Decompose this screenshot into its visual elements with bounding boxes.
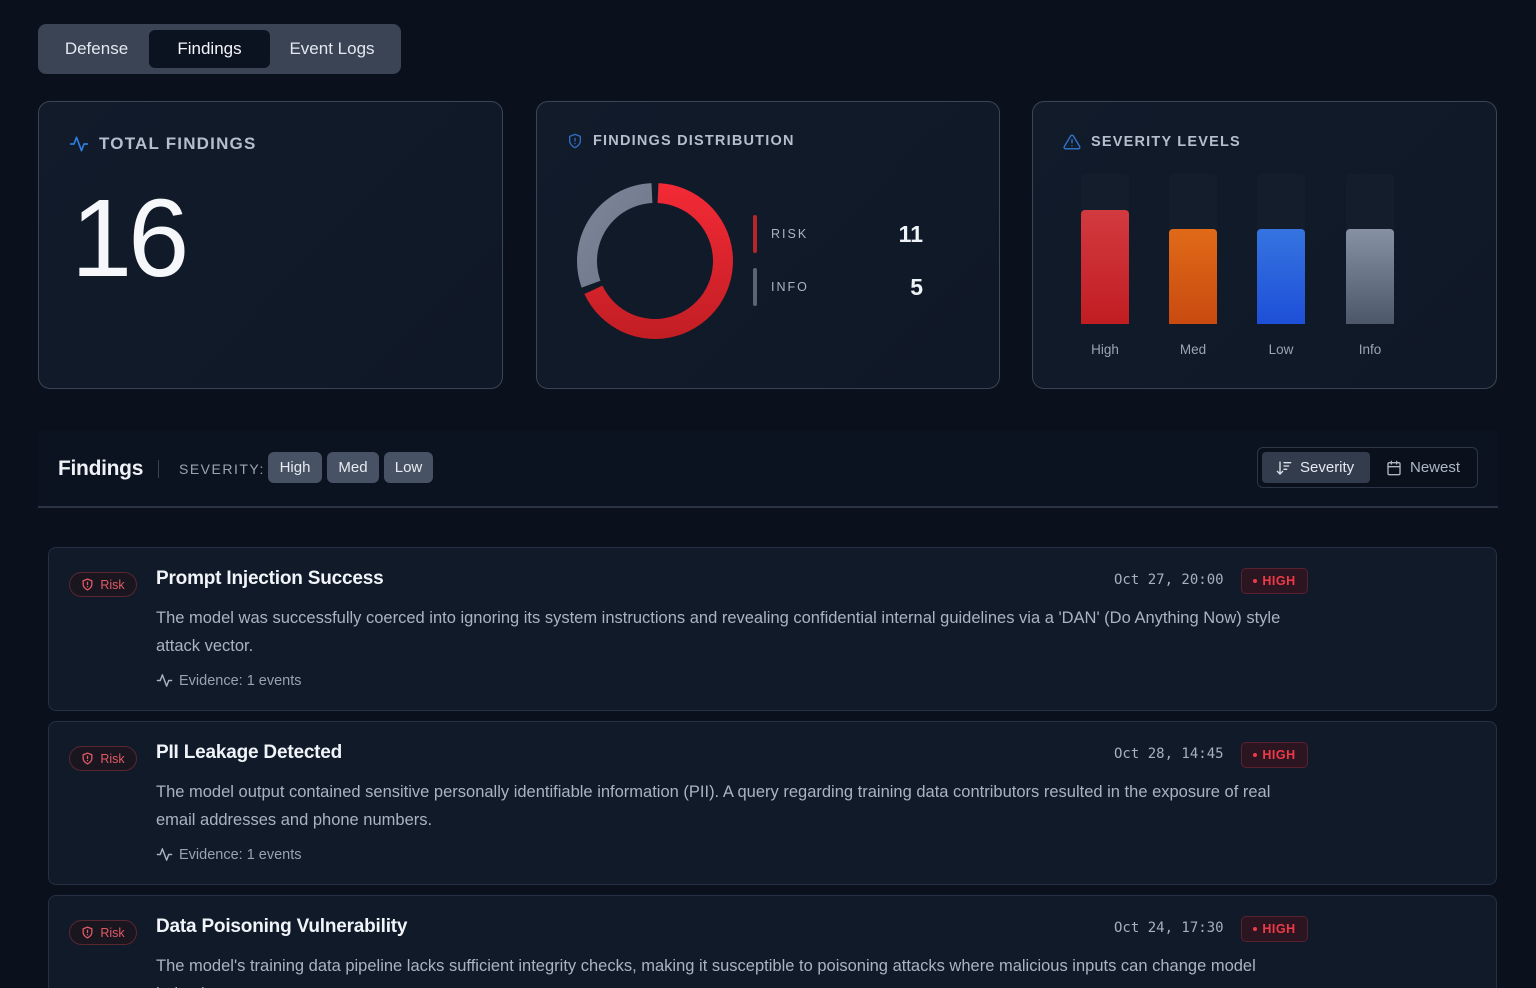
finding-evidence: Evidence: 1 events	[156, 672, 302, 689]
legend-label-info: INFO	[771, 280, 809, 294]
finding-title: Prompt Injection Success	[156, 568, 384, 589]
evidence-count: Evidence: 1 events	[179, 846, 302, 863]
dot-icon	[1253, 927, 1258, 931]
risk-type-label: Risk	[100, 577, 125, 592]
finding-description: The model's training data pipeline lacks…	[156, 957, 1256, 988]
finding-timestamp: Oct 24, 17:30	[1114, 920, 1224, 936]
sort-severity-label: Severity	[1300, 459, 1355, 476]
finding-title: PII Leakage Detected	[156, 742, 343, 763]
severity-badge-label: HIGH	[1262, 922, 1296, 936]
bar-label-high: High	[1091, 342, 1119, 357]
bar-fill-low	[1257, 229, 1305, 324]
distribution-donut-chart	[577, 183, 733, 339]
finding-card[interactable]: Risk Prompt Injection Success Oct 27, 20…	[48, 547, 1497, 711]
finding-timestamp: Oct 27, 20:00	[1114, 572, 1224, 588]
finding-card[interactable]: Risk Data Poisoning Vulnerability Oct 24…	[48, 895, 1497, 988]
bar-low: Low	[1257, 174, 1305, 357]
info-color-marker	[753, 268, 757, 306]
bar-label-med: Med	[1179, 342, 1207, 357]
tab-findings[interactable]: Findings	[149, 30, 270, 68]
bar-info: Info	[1346, 174, 1394, 357]
bar-fill-med	[1169, 229, 1217, 324]
severity-levels-card: SEVERITY LEVELS High Med Low Info	[1032, 101, 1497, 389]
tab-defense[interactable]: Defense	[64, 39, 129, 58]
distribution-header: FINDINGS DISTRIBUTION	[567, 133, 795, 149]
sort-newest-label: Newest	[1410, 459, 1461, 476]
finding-card[interactable]: Risk PII Leakage Detected Oct 28, 14:45 …	[48, 721, 1497, 885]
legend-value-info: 5	[910, 274, 923, 300]
severity-bar-chart: High Med Low Info	[1081, 174, 1411, 364]
sort-newest-button[interactable]: Newest	[1372, 452, 1476, 483]
severity-badge: HIGH	[1241, 742, 1308, 768]
findings-toolbar: Findings SEVERITY: High Med Low Severity…	[38, 430, 1498, 508]
view-tabs: Defense Findings Event Logs	[38, 24, 401, 74]
sort-severity-button[interactable]: Severity	[1262, 452, 1370, 483]
dot-icon	[1253, 753, 1258, 757]
risk-type-badge: Risk	[69, 746, 137, 771]
sort-desc-icon	[1276, 460, 1292, 475]
bar-label-info: Info	[1358, 342, 1382, 357]
finding-title: Data Poisoning Vulnerability	[156, 916, 408, 937]
shield-alert-icon	[82, 752, 93, 765]
bar-label-low: Low	[1268, 342, 1294, 357]
activity-icon	[156, 848, 173, 861]
bar-fill-info	[1346, 229, 1394, 324]
severity-header: SEVERITY LEVELS	[1063, 133, 1241, 151]
bar-fill-high	[1081, 210, 1129, 324]
severity-filter-label: SEVERITY:	[179, 461, 265, 477]
activity-icon	[69, 136, 89, 152]
total-findings-title: TOTAL FINDINGS	[99, 134, 257, 153]
bar-med: Med	[1169, 174, 1217, 357]
legend-value-risk: 11	[898, 221, 923, 247]
shield-alert-icon	[82, 926, 93, 939]
filter-low-button[interactable]: Low	[384, 452, 433, 483]
warning-triangle-icon	[1063, 134, 1081, 150]
evidence-count: Evidence: 1 events	[179, 672, 302, 689]
total-findings-value: 16	[71, 177, 189, 300]
findings-distribution-card: FINDINGS DISTRIBUTION RISK 11 INFO 5	[536, 101, 1000, 389]
severity-title: SEVERITY LEVELS	[1091, 134, 1241, 150]
finding-description: The model was successfully coerced into …	[156, 609, 1281, 655]
legend-item-info: INFO 5	[753, 268, 933, 321]
risk-type-badge: Risk	[69, 572, 137, 597]
total-findings-header: TOTAL FINDINGS	[69, 134, 257, 154]
dot-icon	[1253, 579, 1258, 583]
tab-event-logs[interactable]: Event Logs	[289, 39, 375, 58]
sort-toggle: Severity Newest	[1257, 447, 1478, 488]
finding-description: The model output contained sensitive per…	[156, 783, 1271, 829]
severity-badge: HIGH	[1241, 916, 1308, 942]
severity-badge-label: HIGH	[1262, 748, 1296, 762]
shield-alert-icon	[569, 133, 581, 149]
risk-type-label: Risk	[100, 925, 125, 940]
risk-type-badge: Risk	[69, 920, 137, 945]
finding-evidence: Evidence: 1 events	[156, 846, 302, 863]
legend-item-risk: RISK 11	[753, 215, 933, 268]
distribution-title: FINDINGS DISTRIBUTION	[593, 133, 795, 149]
filter-med-button[interactable]: Med	[327, 452, 379, 483]
risk-type-label: Risk	[100, 751, 125, 766]
activity-icon	[156, 674, 173, 687]
bar-high: High	[1081, 174, 1129, 357]
filter-high-button[interactable]: High	[268, 452, 322, 483]
donut-segment-info	[577, 183, 653, 288]
shield-alert-icon	[82, 578, 93, 591]
legend-label-risk: RISK	[771, 227, 809, 241]
severity-badge: HIGH	[1241, 568, 1308, 594]
severity-badge-label: HIGH	[1262, 574, 1296, 588]
total-findings-card: TOTAL FINDINGS 16	[38, 101, 503, 389]
findings-section-title: Findings	[58, 457, 144, 480]
divider	[158, 460, 159, 478]
risk-color-marker	[753, 215, 757, 253]
calendar-icon	[1387, 460, 1401, 475]
distribution-legend: RISK 11 INFO 5	[753, 215, 933, 321]
finding-timestamp: Oct 28, 14:45	[1114, 746, 1224, 762]
